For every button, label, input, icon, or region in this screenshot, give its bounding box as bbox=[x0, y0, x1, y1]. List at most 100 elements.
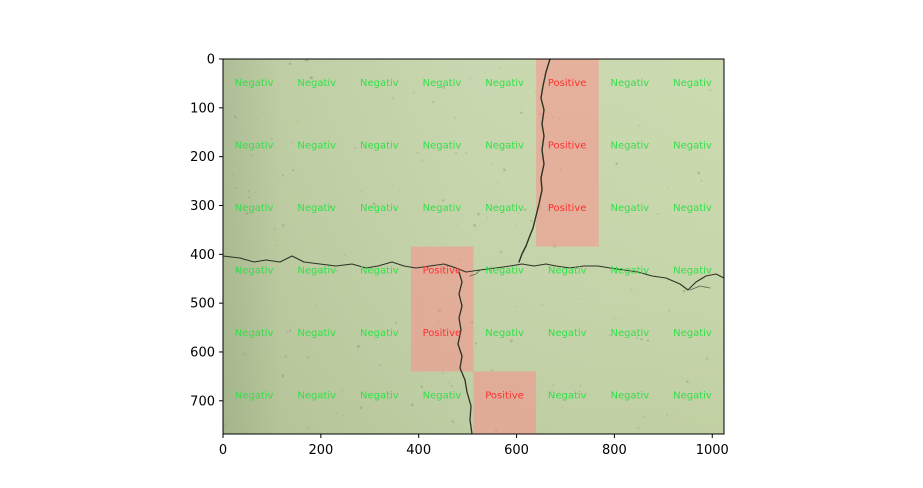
texture-speckle bbox=[281, 223, 286, 228]
cell-label-negative: Negativ bbox=[360, 140, 399, 151]
texture-speckle bbox=[581, 297, 583, 300]
texture-speckle bbox=[517, 212, 520, 214]
crack-lines bbox=[223, 59, 724, 434]
texture-speckle bbox=[349, 236, 351, 238]
texture-speckle bbox=[453, 116, 456, 119]
texture-speckle bbox=[254, 191, 256, 194]
cell-label-negative: Negativ bbox=[297, 203, 336, 214]
texture-speckle bbox=[231, 174, 234, 177]
texture-speckle bbox=[410, 403, 414, 407]
texture-speckle bbox=[315, 172, 317, 174]
cell-label-negative: Negativ bbox=[235, 203, 274, 214]
texture-speckle bbox=[608, 333, 612, 337]
positive-cell-overlay bbox=[536, 184, 599, 247]
x-tick-label: 800 bbox=[602, 443, 627, 458]
cell-label-negative: Negativ bbox=[610, 390, 649, 401]
y-tick-label: 600 bbox=[190, 345, 215, 360]
texture-speckle bbox=[372, 202, 376, 206]
axes-frame bbox=[222, 58, 725, 435]
texture-speckle bbox=[491, 162, 493, 165]
texture-speckle bbox=[275, 244, 278, 247]
x-tick-label: 200 bbox=[308, 443, 333, 458]
texture-speckle bbox=[454, 151, 458, 155]
texture-speckle bbox=[386, 249, 388, 251]
texture-speckle bbox=[247, 190, 250, 192]
texture-speckle bbox=[269, 137, 273, 141]
texture-speckle bbox=[700, 179, 703, 182]
texture-speckle bbox=[431, 100, 435, 104]
texture-speckle bbox=[667, 187, 669, 189]
cell-label-negative: Negativ bbox=[485, 140, 524, 151]
texture-speckle bbox=[278, 181, 281, 183]
texture-speckle bbox=[624, 212, 626, 215]
y-tick-label: 200 bbox=[190, 150, 215, 165]
texture-speckle bbox=[670, 271, 672, 273]
texture-speckle bbox=[223, 424, 227, 428]
crack-vertical-upper bbox=[518, 59, 551, 263]
cell-label-negative: Negativ bbox=[485, 265, 524, 276]
texture-speckle bbox=[618, 109, 620, 111]
cell-label-negative: Negativ bbox=[360, 265, 399, 276]
texture-speckle bbox=[579, 385, 582, 387]
texture-speckle bbox=[412, 91, 415, 94]
texture-speckle bbox=[638, 125, 640, 127]
texture-speckle bbox=[296, 121, 299, 123]
texture-speckle bbox=[682, 289, 686, 293]
texture-speckle bbox=[346, 239, 348, 241]
texture-speckle bbox=[416, 151, 419, 154]
texture-speckle bbox=[711, 427, 714, 429]
texture-speckle bbox=[336, 412, 338, 415]
positive-overlays bbox=[410, 59, 599, 434]
texture-speckle bbox=[707, 393, 709, 395]
cell-label-negative: Negativ bbox=[673, 390, 712, 401]
cell-label-negative: Negativ bbox=[610, 140, 649, 151]
texture-speckle bbox=[621, 318, 623, 320]
positive-cell-overlay bbox=[473, 371, 537, 434]
cell-label-negative: Negativ bbox=[360, 328, 399, 339]
positive-cell-overlay bbox=[410, 309, 474, 372]
cell-label-negative: Negativ bbox=[423, 203, 462, 214]
cell-label-negative: Negativ bbox=[235, 328, 274, 339]
texture-speckle bbox=[615, 162, 618, 165]
cell-label-negative: Negativ bbox=[297, 265, 336, 276]
cell-label-negative: Negativ bbox=[423, 390, 462, 401]
cell-label-negative: Negativ bbox=[235, 265, 274, 276]
texture-speckle bbox=[532, 95, 534, 97]
texture-speckle bbox=[666, 413, 669, 416]
texture-speckle bbox=[369, 104, 371, 106]
texture-speckle bbox=[515, 305, 518, 308]
texture-speckle bbox=[424, 141, 427, 144]
texture-speckle bbox=[490, 369, 494, 372]
texture-speckle bbox=[291, 169, 295, 172]
cell-label-negative: Negativ bbox=[297, 140, 336, 151]
cell-label-negative: Negativ bbox=[423, 140, 462, 151]
texture-speckle bbox=[305, 59, 309, 62]
texture-speckle bbox=[476, 212, 480, 216]
texture-speckle bbox=[630, 288, 633, 291]
texture-speckle bbox=[360, 190, 363, 193]
texture-speckle bbox=[697, 171, 701, 175]
texture-speckle bbox=[421, 159, 424, 162]
texture-speckle bbox=[360, 277, 363, 280]
cell-label-negative: Negativ bbox=[673, 265, 712, 276]
texture-speckle bbox=[523, 208, 527, 212]
positive-cell-overlay bbox=[536, 59, 599, 122]
texture-speckle bbox=[654, 271, 656, 274]
cell-label-negative: Negativ bbox=[485, 203, 524, 214]
cell-label-positive: Positive bbox=[548, 78, 587, 89]
texture-speckle bbox=[437, 403, 439, 405]
texture-speckle bbox=[551, 386, 554, 388]
cell-label-negative: Negativ bbox=[423, 78, 462, 89]
crack-vertical-lower bbox=[457, 271, 473, 434]
cell-label-negative: Negativ bbox=[673, 140, 712, 151]
cell-label-negative: Negativ bbox=[297, 78, 336, 89]
texture-speckle bbox=[341, 389, 344, 392]
texture-speckle bbox=[242, 352, 247, 356]
texture-speckle bbox=[668, 310, 671, 312]
texture-speckle bbox=[613, 318, 615, 320]
texture-speckle bbox=[643, 415, 645, 418]
texture-speckle bbox=[394, 321, 398, 325]
texture-speckle bbox=[314, 304, 316, 307]
cell-label-positive: Positive bbox=[423, 328, 462, 339]
texture-speckle bbox=[712, 60, 715, 62]
